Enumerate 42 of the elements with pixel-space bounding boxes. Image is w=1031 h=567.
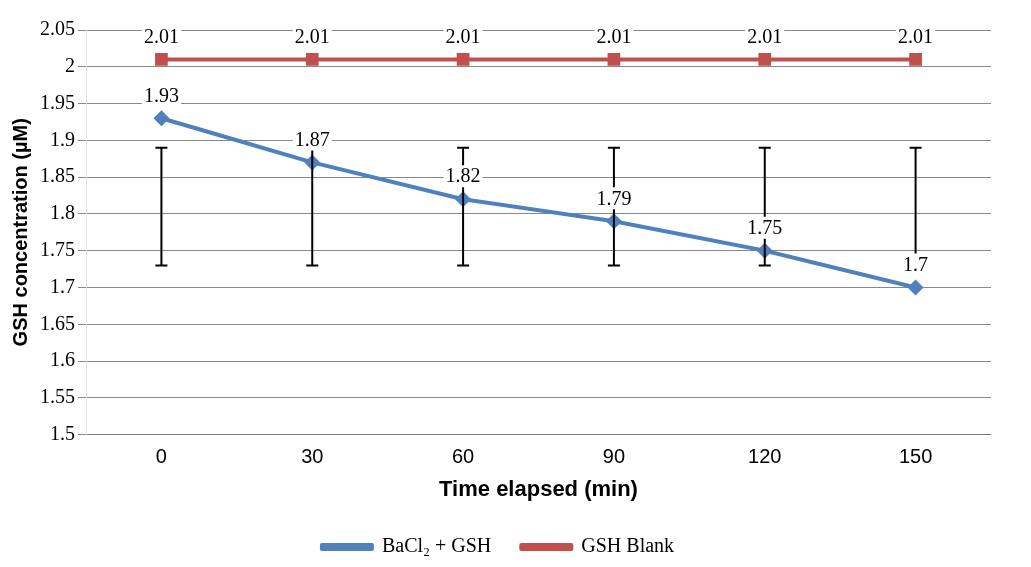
y-tick-label: 1.5	[50, 421, 75, 444]
x-tick-label: 0	[155, 445, 167, 468]
data-label: 1.7	[903, 252, 929, 275]
point	[758, 53, 772, 66]
y-tick-label: 1.95	[40, 90, 75, 113]
point	[153, 110, 170, 127]
x-tick-label: 90	[602, 445, 626, 468]
y-tick-label: 1.85	[40, 164, 75, 187]
x-tick-label: 120	[748, 445, 782, 468]
x-tick-label: 60	[451, 445, 475, 468]
data-label: 2.01	[747, 24, 783, 47]
data-label: 1.87	[294, 127, 330, 150]
point	[305, 53, 319, 66]
point	[907, 279, 924, 296]
y-tick-label: 1.7	[50, 274, 75, 297]
data-label: 2.01	[294, 24, 330, 47]
data-label: 2.01	[898, 24, 934, 47]
data-label: 1.75	[747, 215, 783, 238]
legend-label: BaCl₂ + GSH	[381, 534, 492, 557]
x-axis-title: Time elapsed (min)	[439, 475, 638, 501]
y-tick-label: 1.8	[50, 201, 75, 224]
x-tick-label: 150	[898, 445, 933, 468]
legend-label: GSH Blank	[581, 534, 675, 557]
data-label: 2.01	[596, 24, 632, 47]
data-label: 1.82	[445, 164, 481, 187]
data-label: 1.93	[143, 83, 179, 106]
y-tick-label: 1.55	[40, 385, 75, 408]
y-tick-label: 1.65	[40, 311, 75, 334]
y-tick-label: 2	[65, 54, 75, 77]
y-tick-label: 1.9	[50, 127, 75, 150]
y-tick-label: 1.75	[40, 237, 75, 260]
data-label: 1.79	[596, 186, 632, 209]
point	[456, 53, 470, 66]
x-tick-label: 30	[301, 445, 324, 468]
data-label: 2.01	[143, 24, 179, 47]
y-tick-label: 2.05	[40, 17, 75, 40]
data-label: 2.01	[445, 24, 481, 47]
point	[607, 53, 621, 66]
y-axis-title: GSH concentration (µM)	[8, 118, 31, 347]
point	[909, 53, 922, 66]
y-tick-label: 1.6	[50, 348, 75, 371]
point	[155, 53, 168, 66]
